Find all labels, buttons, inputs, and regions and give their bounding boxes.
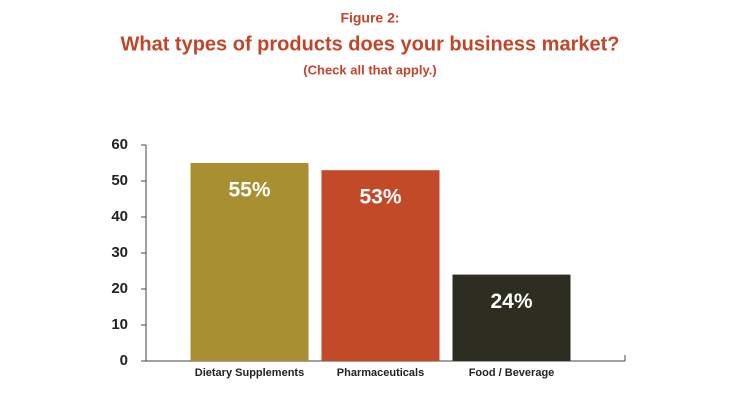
- bar: [452, 274, 571, 361]
- chart-title: What types of products does your busines…: [121, 33, 620, 55]
- y-tick-label: 40: [111, 208, 128, 225]
- y-tick-label: 50: [111, 172, 128, 189]
- y-tick-label: 20: [111, 280, 128, 297]
- y-tick-label: 10: [111, 316, 128, 333]
- x-tick-label: Pharmaceuticals: [337, 367, 424, 379]
- value-label: 55%: [228, 179, 270, 202]
- value-label: 53%: [359, 186, 401, 209]
- chart-subtitle: (Check all that apply.): [303, 62, 436, 77]
- y-tick-label: 0: [120, 352, 128, 369]
- x-tick-label: Dietary Supplements: [195, 367, 304, 379]
- bar: [190, 163, 309, 361]
- y-tick-label: 60: [111, 136, 128, 153]
- y-tick-label: 30: [111, 244, 128, 261]
- x-tick-label: Food / Beverage: [469, 367, 555, 379]
- bar: [321, 170, 440, 361]
- figure-label: Figure 2:: [340, 10, 399, 26]
- value-label: 24%: [490, 290, 532, 313]
